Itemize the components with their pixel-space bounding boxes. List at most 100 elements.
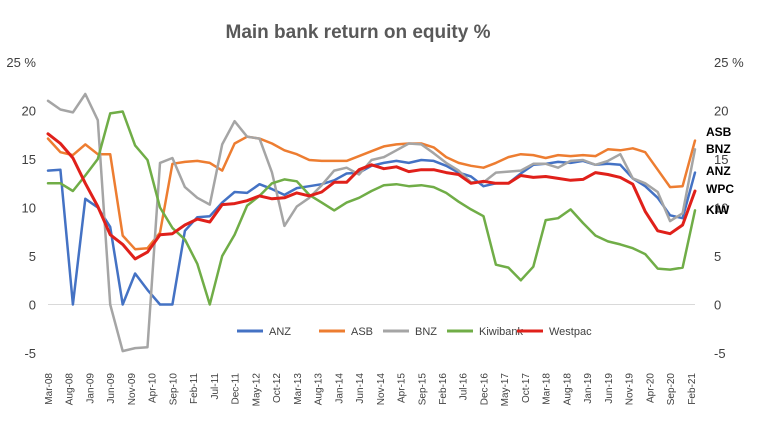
point-kiwibank bbox=[408, 185, 410, 187]
point-bnz bbox=[520, 169, 522, 172]
point-westpac bbox=[196, 218, 199, 220]
point-bnz bbox=[159, 162, 161, 164]
point-asb bbox=[370, 150, 373, 152]
point-asb bbox=[271, 142, 273, 145]
point-westpac bbox=[283, 197, 286, 199]
point-asb bbox=[296, 153, 298, 155]
point-bnz bbox=[271, 171, 273, 174]
point-kiwibank bbox=[495, 263, 497, 266]
x-tick-label: Jun-19 bbox=[604, 373, 615, 404]
point-westpac bbox=[221, 203, 223, 206]
legend-label-kiwibank: Kiwibank bbox=[479, 326, 524, 338]
y-tick-right: 25 % bbox=[714, 55, 744, 70]
point-westpac bbox=[656, 230, 659, 232]
point-westpac bbox=[358, 168, 360, 171]
point-asb bbox=[470, 165, 472, 167]
point-asb bbox=[569, 155, 572, 157]
point-bnz bbox=[395, 149, 398, 152]
point-westpac bbox=[159, 233, 161, 236]
point-anz bbox=[72, 303, 74, 306]
x-tick-label: Apr-10 bbox=[148, 373, 159, 403]
x-tick-label: Jul-11 bbox=[210, 373, 221, 400]
point-asb bbox=[134, 248, 136, 250]
point-westpac bbox=[669, 232, 671, 235]
point-anz bbox=[694, 171, 696, 174]
point-westpac bbox=[59, 142, 62, 145]
x-axis: Mar-08 Aug-08 Jan-09 Jun-09 Nov-09 Apr-10 Sep-… bbox=[44, 373, 698, 407]
point-kiwibank bbox=[557, 217, 559, 219]
point-asb bbox=[171, 163, 174, 165]
point-bnz bbox=[308, 197, 311, 199]
point-bnz bbox=[594, 164, 597, 166]
x-tick-label: May-12 bbox=[251, 373, 262, 407]
point-bnz bbox=[97, 119, 99, 121]
point-bnz bbox=[171, 157, 174, 159]
point-westpac bbox=[109, 233, 111, 236]
point-kiwibank bbox=[209, 303, 211, 306]
point-anz bbox=[445, 165, 448, 167]
point-kiwibank bbox=[482, 215, 485, 217]
point-kiwibank bbox=[184, 238, 186, 241]
point-bnz bbox=[59, 108, 62, 111]
point-bnz bbox=[246, 135, 248, 138]
point-asb bbox=[308, 159, 311, 161]
point-anz bbox=[271, 188, 273, 190]
point-anz bbox=[408, 162, 410, 164]
point-bnz bbox=[296, 205, 298, 208]
point-anz bbox=[520, 172, 522, 175]
point-asb bbox=[557, 154, 559, 156]
point-kiwibank bbox=[221, 255, 223, 257]
point-westpac bbox=[146, 251, 149, 253]
point-asb bbox=[594, 155, 597, 157]
y-tick-left: 15 bbox=[22, 152, 36, 167]
point-westpac bbox=[308, 195, 311, 197]
point-asb bbox=[358, 155, 360, 157]
point-asb bbox=[632, 147, 634, 150]
point-bnz bbox=[656, 191, 659, 193]
point-bnz bbox=[619, 153, 622, 155]
point-bnz bbox=[420, 143, 423, 146]
point-westpac bbox=[482, 180, 485, 183]
point-westpac bbox=[470, 182, 472, 185]
point-bnz bbox=[233, 120, 236, 122]
point-kiwibank bbox=[358, 197, 360, 199]
point-westpac bbox=[420, 168, 423, 171]
point-asb bbox=[432, 146, 435, 149]
point-kiwibank bbox=[383, 184, 385, 186]
point-asb bbox=[495, 162, 497, 164]
point-kiwibank bbox=[97, 158, 99, 160]
point-anz bbox=[656, 197, 659, 199]
point-westpac bbox=[271, 198, 273, 200]
point-kiwibank bbox=[569, 208, 572, 211]
end-label-bnz: BNZ bbox=[706, 142, 731, 156]
x-tick-label: Nov-14 bbox=[376, 373, 387, 406]
point-westpac bbox=[408, 170, 410, 173]
point-bnz bbox=[582, 159, 584, 161]
point-bnz bbox=[221, 143, 223, 146]
point-kiwibank bbox=[470, 208, 472, 211]
point-anz bbox=[121, 303, 124, 306]
y-axis-right: -5 0 5 10 15 20 25 % bbox=[714, 55, 744, 361]
point-westpac bbox=[171, 232, 174, 235]
point-asb bbox=[694, 139, 696, 142]
point-bnz bbox=[669, 220, 671, 222]
point-anz bbox=[209, 215, 211, 217]
point-asb bbox=[333, 160, 336, 162]
point-bnz bbox=[121, 350, 124, 352]
point-westpac bbox=[495, 182, 497, 185]
x-tick-label: Mar-08 bbox=[44, 373, 55, 405]
point-anz bbox=[47, 169, 49, 172]
legend-label-anz: ANZ bbox=[269, 326, 291, 338]
point-kiwibank bbox=[296, 180, 298, 183]
point-anz bbox=[221, 201, 223, 204]
x-tick-label: Mar-18 bbox=[542, 373, 553, 405]
point-anz bbox=[681, 217, 684, 219]
point-anz bbox=[146, 289, 149, 291]
point-asb bbox=[607, 148, 609, 151]
point-bnz bbox=[495, 171, 497, 174]
point-bnz bbox=[557, 166, 559, 169]
point-asb bbox=[681, 185, 684, 187]
point-westpac bbox=[520, 174, 522, 177]
point-anz bbox=[109, 226, 111, 228]
